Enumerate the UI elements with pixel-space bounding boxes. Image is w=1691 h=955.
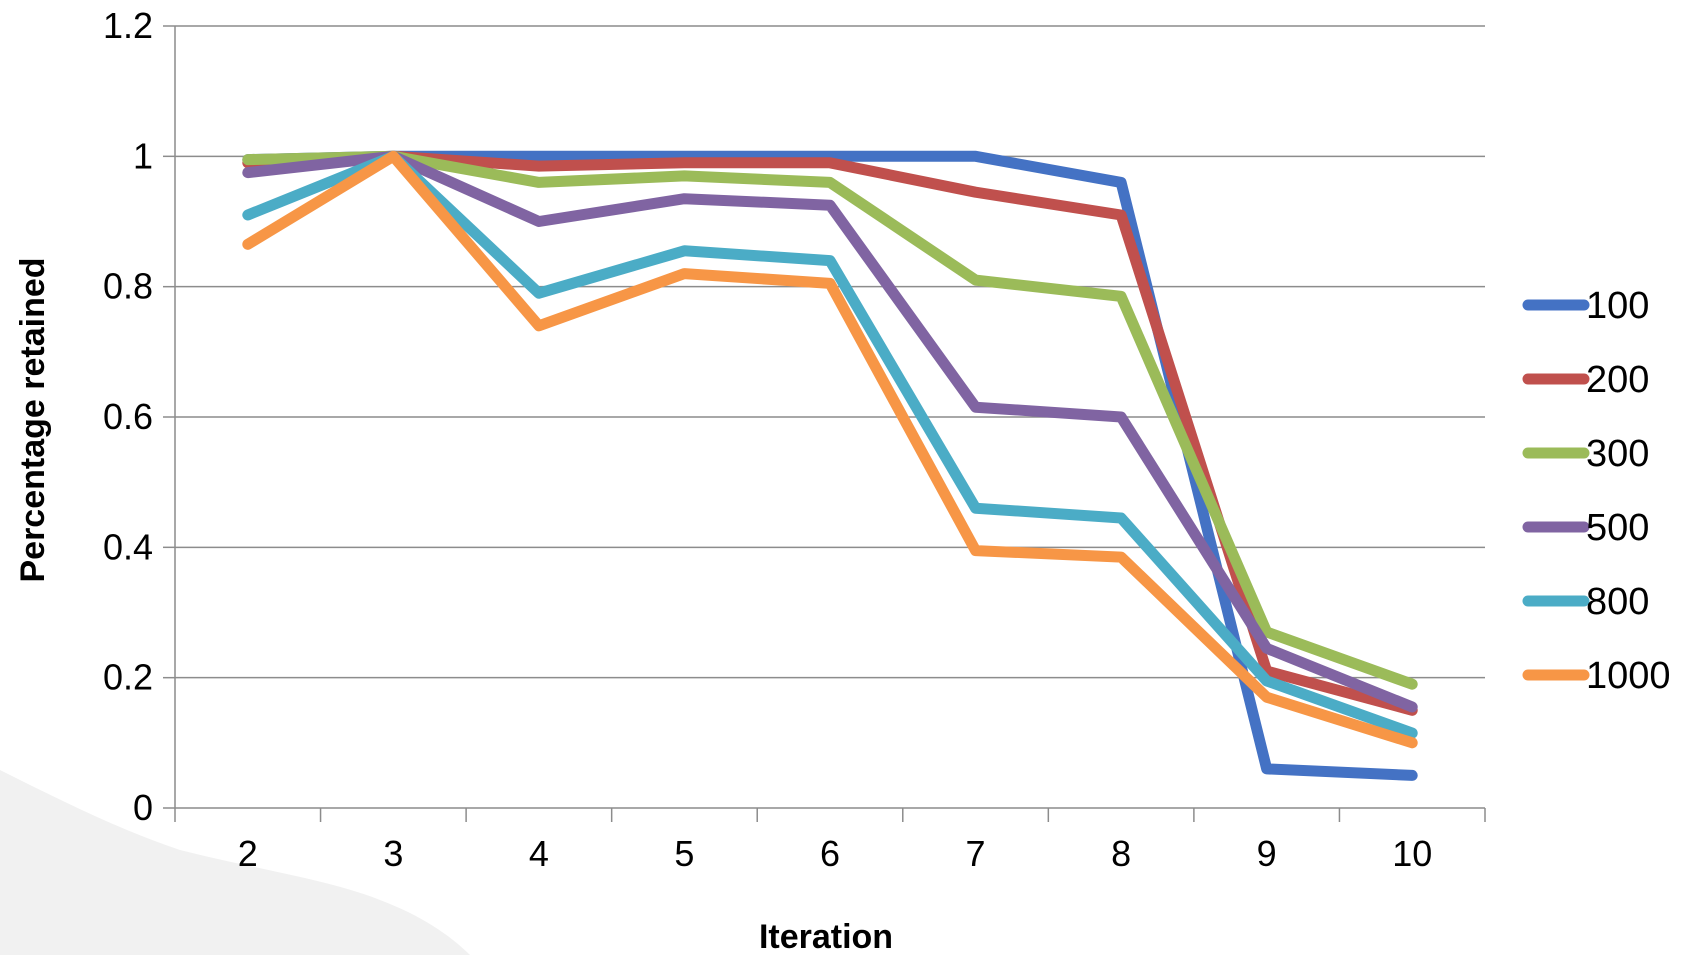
- series-line-100: [242, 150, 1418, 781]
- series-lines: [242, 150, 1418, 781]
- series-line-300: [242, 150, 1418, 690]
- legend-label-1000: 1000: [1586, 655, 1671, 697]
- y-tick-label: 0.2: [103, 657, 153, 698]
- x-axis-title: Iteration: [759, 918, 893, 955]
- background-decoration: [0, 770, 470, 955]
- x-tick-label: 4: [529, 833, 549, 874]
- x-axis-ticks: 2 3 4 5 6 7 8 9 10: [174, 808, 1486, 874]
- legend-label-500: 500: [1586, 507, 1649, 549]
- y-tick-label: 0.6: [103, 396, 153, 437]
- y-tick-label: 0: [133, 787, 153, 828]
- x-tick-label: 3: [383, 833, 403, 874]
- legend-label-300: 300: [1586, 433, 1649, 475]
- y-axis-title: Percentage retained: [14, 257, 52, 582]
- milk-splash-shape: [0, 770, 470, 955]
- y-tick-label: 1: [133, 135, 153, 176]
- y-tick-label: 0.8: [103, 266, 153, 307]
- x-tick-label: 8: [1111, 833, 1131, 874]
- y-tick-label: 0.4: [103, 526, 153, 567]
- x-tick-label: 6: [820, 833, 840, 874]
- x-tick-label: 5: [674, 833, 694, 874]
- gridlines: [175, 25, 1485, 679]
- x-tick-label: 10: [1392, 833, 1432, 874]
- y-axis-ticks: 0 0.2 0.4 0.6 0.8 1 1.2: [103, 5, 175, 828]
- series-line-500: [242, 150, 1418, 713]
- x-tick-label: 9: [1257, 833, 1277, 874]
- legend-label-800: 800: [1586, 581, 1649, 623]
- legend-label-200: 200: [1586, 359, 1649, 401]
- legend: 100 200 300 500 800 1000: [1522, 285, 1671, 697]
- y-tick-label: 1.2: [103, 5, 153, 46]
- legend-label-100: 100: [1586, 285, 1649, 327]
- x-tick-label: 2: [238, 833, 258, 874]
- series-line-800: [242, 150, 1418, 739]
- x-tick-label: 7: [966, 833, 986, 874]
- series-line-200: [242, 150, 1418, 716]
- series-line-1000: [242, 150, 1418, 749]
